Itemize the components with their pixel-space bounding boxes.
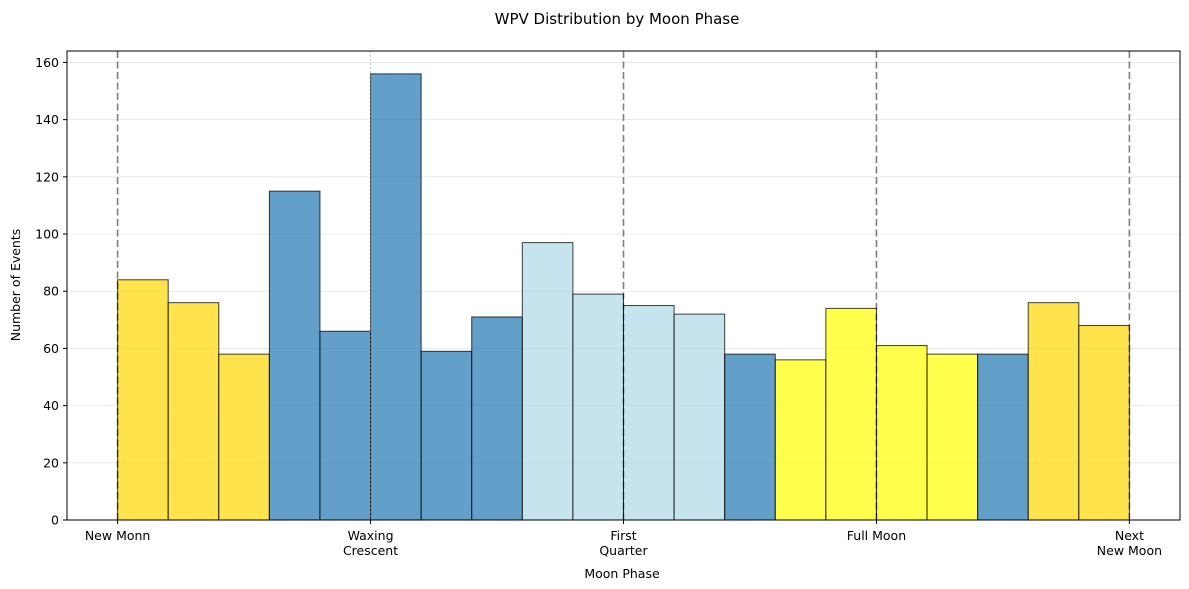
bar <box>724 353 776 521</box>
x-tick-label: New Monn <box>85 528 151 543</box>
bar <box>875 345 928 521</box>
bar <box>623 305 675 521</box>
bar <box>521 242 574 521</box>
bar <box>471 316 523 521</box>
bar <box>572 293 625 521</box>
x-tick-label: Full Moon <box>847 528 906 543</box>
y-tick-label: 20 <box>43 455 59 470</box>
y-axis-label: Number of Events <box>8 229 23 342</box>
bar <box>926 353 979 521</box>
bar <box>218 353 270 521</box>
bar <box>420 350 473 521</box>
y-tick-label: 140 <box>35 112 59 127</box>
x-tick-label: Waxing Crescent <box>343 528 398 558</box>
bar <box>825 307 877 521</box>
bar <box>370 73 422 521</box>
y-tick-label: 80 <box>43 284 59 299</box>
bar <box>1027 302 1080 521</box>
bar <box>319 330 372 521</box>
x-axis-label: Moon Phase <box>584 566 660 581</box>
bar <box>673 313 726 521</box>
x-tick-label: Next New Moon <box>1097 528 1162 558</box>
bar <box>977 353 1029 521</box>
y-tick-label: 100 <box>35 227 59 242</box>
bar <box>117 279 169 521</box>
y-tick-label: 60 <box>43 341 59 356</box>
bars-layer <box>117 73 1130 521</box>
chart-title: WPV Distribution by Moon Phase <box>495 10 740 28</box>
y-tick-label: 120 <box>35 169 59 184</box>
phase-lines-layer <box>116 51 1131 520</box>
bar <box>268 190 321 521</box>
ticks-layer: 0 20 40 60 80 100 120 140 160 New Monn Waxing Cresc… <box>35 55 1162 558</box>
bar <box>1078 325 1130 521</box>
bar <box>774 359 827 521</box>
y-tick-label: 40 <box>43 398 59 413</box>
y-tick-label: 160 <box>35 55 59 70</box>
x-tick-label: First Quarter <box>599 528 648 558</box>
y-tick-label: 0 <box>51 513 59 528</box>
bar <box>167 302 220 521</box>
